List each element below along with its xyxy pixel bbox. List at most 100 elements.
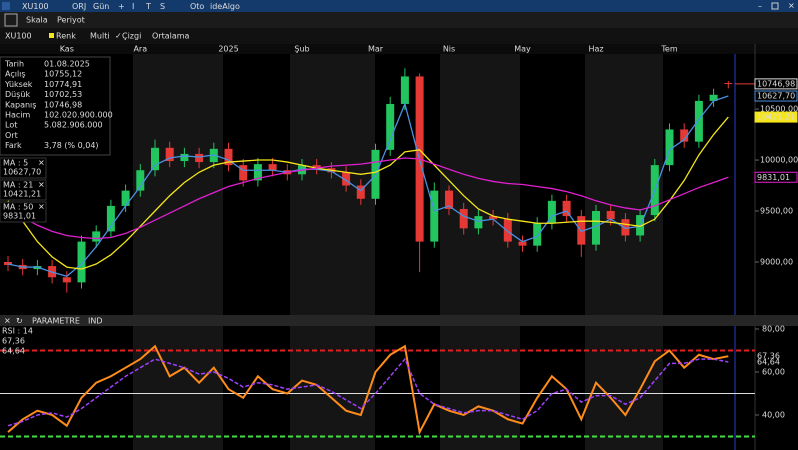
month-label: Mar <box>368 45 384 54</box>
toolbar-item[interactable]: Oto <box>190 2 204 11</box>
candle-body <box>533 223 542 246</box>
y-tick-label: 10000,00 <box>760 156 798 165</box>
band <box>133 326 223 450</box>
candle-body <box>621 219 630 236</box>
title-bar <box>0 0 798 12</box>
info-label: Yüksek <box>4 80 33 89</box>
month-label: Nis <box>443 45 455 54</box>
minimize-button[interactable]: – <box>758 2 762 11</box>
toolbar-item[interactable]: I <box>132 2 134 11</box>
month-label: Ara <box>133 45 147 54</box>
ma-remove[interactable]: ✕ <box>38 203 45 212</box>
option-item[interactable]: Renk <box>56 32 76 41</box>
panel-item[interactable]: PARAMETRE <box>32 317 80 326</box>
candle-body <box>592 211 600 245</box>
color-swatch <box>49 33 54 38</box>
candle-body <box>224 148 233 166</box>
candle-body <box>474 216 483 229</box>
band <box>440 54 520 315</box>
rsi-title: RSI : 14 <box>2 327 33 336</box>
y-tick-label: 40,00 <box>762 410 785 419</box>
toolbar-item[interactable]: Gün <box>93 2 109 11</box>
rsi-line <box>7 357 729 427</box>
ma-legend-box <box>0 179 47 201</box>
info-label: Açılış <box>5 70 26 79</box>
month-label: 2025 <box>218 45 238 54</box>
app-icon <box>2 2 10 10</box>
toolbar-item[interactable]: ORJ <box>72 2 86 11</box>
candle-body <box>680 129 689 142</box>
options-symbol[interactable]: XU100 <box>5 32 32 41</box>
y-tick-label: 80,00 <box>762 325 785 334</box>
price-label: 9831,01 <box>757 173 790 182</box>
price-label: 10421,21 <box>757 113 795 122</box>
candle-body <box>386 103 395 150</box>
panel-item[interactable]: IND <box>88 317 103 326</box>
ma-remove[interactable]: ✕ <box>38 159 45 168</box>
candle-body <box>518 241 527 246</box>
candle-body <box>547 200 556 224</box>
info-label: Tarih <box>4 60 24 69</box>
y-tick-label: 9000,00 <box>760 257 793 266</box>
toolbar-item[interactable]: T <box>145 2 151 11</box>
option-item[interactable]: Multi <box>90 32 110 41</box>
close-button[interactable]: ✕ <box>788 2 795 11</box>
candle-body <box>445 190 453 209</box>
candle-body <box>180 153 189 162</box>
panel-refresh[interactable]: ↻ <box>16 317 23 326</box>
info-label: Hacim <box>5 111 31 120</box>
band <box>133 54 223 315</box>
band <box>290 54 375 315</box>
ma-legend-value: 10421,21 <box>3 190 41 199</box>
candle-body <box>77 241 86 283</box>
candle-body <box>136 170 145 191</box>
candle-body <box>121 190 130 206</box>
info-label: Kapanış <box>5 100 36 109</box>
month-label: Haz <box>588 45 603 54</box>
candle-body <box>606 211 615 220</box>
candle-body <box>489 216 498 220</box>
toolbar-item[interactable]: ideAlgo <box>210 2 240 11</box>
info-label: Lot <box>5 121 17 130</box>
price-label-box <box>754 78 798 90</box>
candle-body <box>92 231 101 242</box>
option-item[interactable]: Çizgi <box>122 32 141 41</box>
menu-item[interactable]: Skala <box>26 16 48 25</box>
symbol[interactable]: XU100 <box>22 2 49 11</box>
y-tick-label: 9500,00 <box>760 207 793 216</box>
candle-body <box>62 277 71 283</box>
month-label: Kas <box>60 45 74 54</box>
ma-legend-box <box>0 201 47 223</box>
rsi-last-label: 64,64 <box>757 358 780 367</box>
band <box>585 326 663 450</box>
date-axis <box>0 44 798 54</box>
info-value: 10755,12 <box>44 70 82 79</box>
candle-body <box>459 208 468 229</box>
month-label: May <box>514 45 531 54</box>
month-bands <box>133 54 663 450</box>
save-icon[interactable] <box>4 13 18 27</box>
maximize-button[interactable] <box>771 2 779 10</box>
content: XU100 ORJ Gün + I T S Oto ideAlgo Skala Periyot XU1… <box>0 2 798 438</box>
ma-line <box>7 95 729 277</box>
candle-body <box>239 165 248 181</box>
info-value: 102.020.900.000 <box>44 111 113 120</box>
option-item[interactable]: Ortalama <box>152 32 190 41</box>
panel-close[interactable]: ✕ <box>4 317 11 326</box>
candle-body <box>151 147 159 171</box>
rsi-last-label: 67,36 <box>757 352 780 361</box>
candle-body <box>694 100 703 142</box>
toolbar-item[interactable]: + <box>118 2 125 11</box>
candle-body <box>503 219 512 242</box>
rsi-legend-value: 64,64 <box>2 347 25 356</box>
panel-bar <box>0 315 798 326</box>
ma-legend-value: 9831,01 <box>3 212 36 221</box>
y-tick-label: 60,00 <box>762 367 785 376</box>
options-bar <box>0 28 798 44</box>
ma-remove[interactable]: ✕ <box>38 181 45 190</box>
toolbar-item[interactable]: S <box>160 2 165 11</box>
menu-item[interactable]: Periyot <box>57 16 85 25</box>
info-value: 3,78 (% 0,04) <box>44 141 99 150</box>
